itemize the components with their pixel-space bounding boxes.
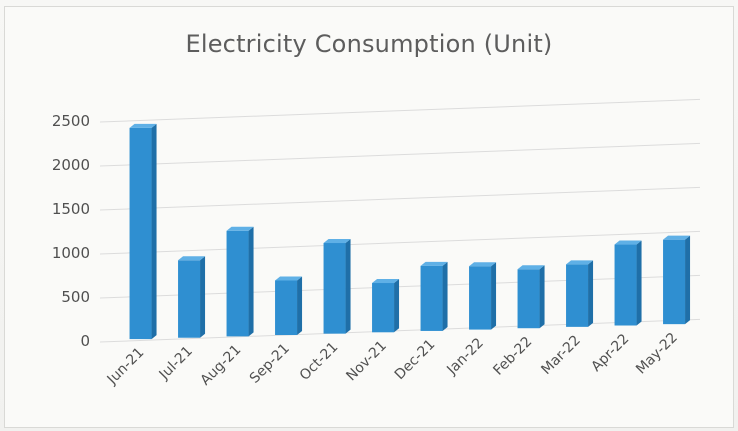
bar [614,240,642,326]
bar-front [469,266,492,330]
bar [372,279,400,333]
y-tick-label: 0 [80,332,90,350]
x-tick-label: Oct-21 [297,339,342,384]
x-tick-label: Nov-21 [343,338,390,385]
y-tick-label: 1500 [52,200,90,218]
x-tick-label: Jan-22 [443,335,486,378]
bar-top [469,262,497,267]
bar-side [588,260,594,327]
x-tick-label: Jul-21 [156,343,196,383]
y-tick-label: 1000 [52,244,90,262]
bar-front [614,244,637,326]
bar-front [178,260,201,338]
bar-front [420,265,443,331]
bar-side [491,262,497,330]
bar-side [200,256,206,338]
bar-side [248,226,254,337]
bar-side [636,240,642,326]
bar-front [226,230,249,337]
bar-side [151,123,157,340]
bar-side [539,265,545,329]
bar-top [517,265,545,270]
bar-top [129,123,157,128]
bar-top [178,256,206,261]
bar [517,265,545,329]
bar-top [226,226,254,231]
bar-front [517,269,540,329]
x-tick-label: Dec-21 [392,336,439,383]
bar-top [566,260,594,265]
bar [566,260,594,327]
bar-side [297,276,303,336]
bar-top [420,261,448,266]
x-tick-label: Jun-21 [104,345,148,389]
bars [129,123,691,340]
x-tick-label: Apr-22 [588,331,632,375]
x-tick-label: Sep-21 [247,341,293,387]
bar [226,226,254,337]
bar-top [372,279,400,284]
bar [469,262,497,330]
gridline [99,318,701,343]
chart-title: Electricity Consumption (Unit) [185,30,553,58]
bar-side [685,235,691,325]
y-tick-label: 2500 [52,112,90,130]
bar-top [614,240,642,245]
x-tick-label: Feb-22 [490,334,535,379]
y-axis: 0 500 1000 1500 2000 2500 [52,112,90,350]
bar [129,123,157,340]
bar-front [566,264,589,327]
bar [178,256,206,338]
gridline [99,186,701,211]
x-tick-label: Aug-21 [198,342,245,389]
bar [323,239,351,334]
bar-top [663,235,691,240]
bar [663,235,691,325]
bar-side [442,261,448,331]
bar-front [129,127,152,340]
gridline [99,230,701,255]
bar [275,276,303,336]
bar-top [275,276,303,281]
bar-front [275,280,298,336]
bar-side [394,279,400,333]
bar-front [372,283,395,333]
y-tick-label: 2000 [52,156,90,174]
bar [420,261,448,331]
bar-top [323,239,351,244]
x-tick-label: May-22 [633,330,681,378]
bar-front [663,239,686,325]
chart-frame [4,6,734,428]
bar-side [345,239,351,334]
x-tick-label: Mar-22 [538,332,584,378]
bar-front [323,243,346,334]
gridline [99,98,701,123]
gridline [99,142,701,167]
y-tick-label: 500 [61,288,90,306]
